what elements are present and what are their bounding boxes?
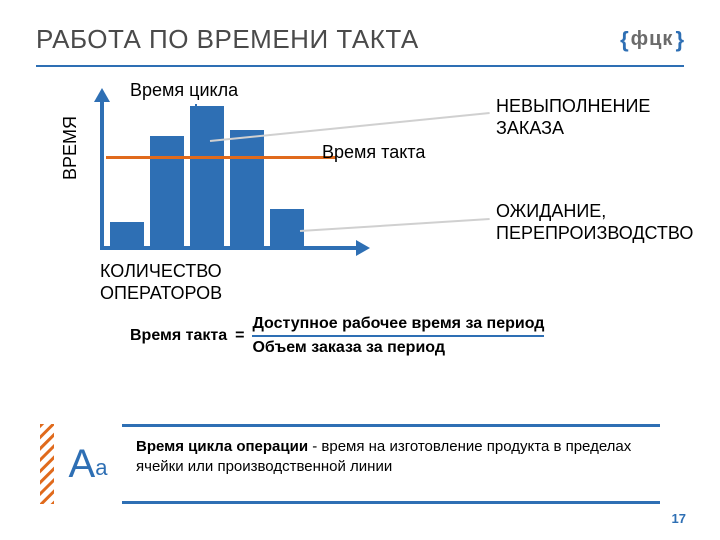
- takt-chart: ВРЕМЯ Время цикла Время такта КОЛИЧЕСТВО…: [70, 80, 460, 290]
- definition-box: Аа Время цикла операции - время на изгот…: [40, 424, 660, 504]
- header-rule: [36, 65, 684, 67]
- bar-group: [110, 106, 304, 246]
- logo: { фцк }: [620, 27, 684, 53]
- bar: [150, 136, 184, 246]
- y-axis-arrow-icon: [94, 88, 110, 102]
- x-axis-arrow-icon: [356, 240, 370, 256]
- takt-time-line: [106, 156, 336, 159]
- annotation-over: НЕВЫПОЛНЕНИЕ ЗАКАЗА: [496, 95, 720, 139]
- definition-term: Время цикла операции: [136, 438, 308, 455]
- x-axis-label: КОЛИЧЕСТВООПЕРАТОРОВ: [100, 260, 222, 304]
- formula-equals: =: [235, 327, 244, 345]
- takt-formula: Время такта = Доступное рабочее время за…: [130, 315, 544, 357]
- bar: [190, 106, 224, 246]
- bar: [270, 209, 304, 246]
- plot-area: [100, 100, 360, 250]
- formula-lhs: Время такта: [130, 327, 227, 345]
- header-row: РАБОТА ПО ВРЕМЕНИ ТАКТА { фцк }: [36, 24, 684, 55]
- formula-fraction: Доступное рабочее время за период Объем …: [252, 315, 544, 357]
- y-axis-label: ВРЕМЯ: [60, 116, 81, 180]
- formula-denominator: Объем заказа за период: [252, 337, 445, 357]
- logo-bracket-left-icon: {: [620, 27, 629, 53]
- definition-text: Время цикла операции - время на изготовл…: [122, 424, 660, 504]
- bar: [230, 130, 264, 246]
- page-title: РАБОТА ПО ВРЕМЕНИ ТАКТА: [36, 24, 419, 55]
- x-axis: [100, 246, 360, 250]
- logo-text: фцк: [631, 28, 674, 51]
- cycle-time-label: Время цикла: [130, 80, 238, 101]
- formula-numerator: Доступное рабочее время за период: [252, 315, 544, 335]
- page-number: 17: [672, 511, 686, 526]
- definition-aa-icon: Аа: [54, 424, 122, 504]
- logo-bracket-right-icon: }: [675, 27, 684, 53]
- definition-hatch-icon: [40, 424, 54, 504]
- slide: РАБОТА ПО ВРЕМЕНИ ТАКТА { фцк } ВРЕМЯ Вр…: [0, 0, 720, 540]
- y-axis: [100, 100, 104, 250]
- bar: [110, 222, 144, 246]
- takt-time-label: Время такта: [322, 142, 425, 163]
- annotation-under: ОЖИДАНИЕ, ПЕРЕПРОИЗВОДСТВО: [496, 200, 720, 244]
